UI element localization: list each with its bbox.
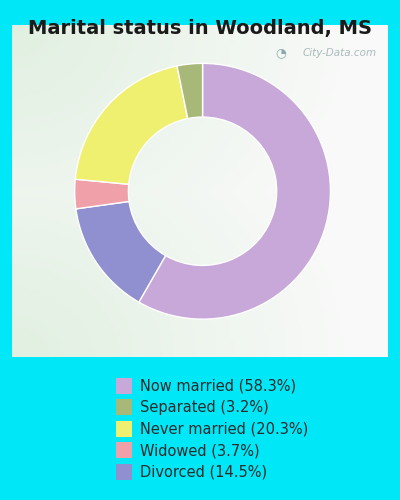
Text: City-Data.com: City-Data.com (302, 48, 377, 58)
Wedge shape (75, 66, 188, 184)
Text: ◔: ◔ (275, 46, 286, 60)
Wedge shape (139, 64, 330, 319)
Wedge shape (75, 179, 129, 209)
Wedge shape (76, 202, 166, 302)
Legend: Now married (58.3%), Separated (3.2%), Never married (20.3%), Widowed (3.7%), Di: Now married (58.3%), Separated (3.2%), N… (116, 378, 308, 480)
Text: Marital status in Woodland, MS: Marital status in Woodland, MS (28, 19, 372, 38)
Wedge shape (177, 64, 202, 118)
